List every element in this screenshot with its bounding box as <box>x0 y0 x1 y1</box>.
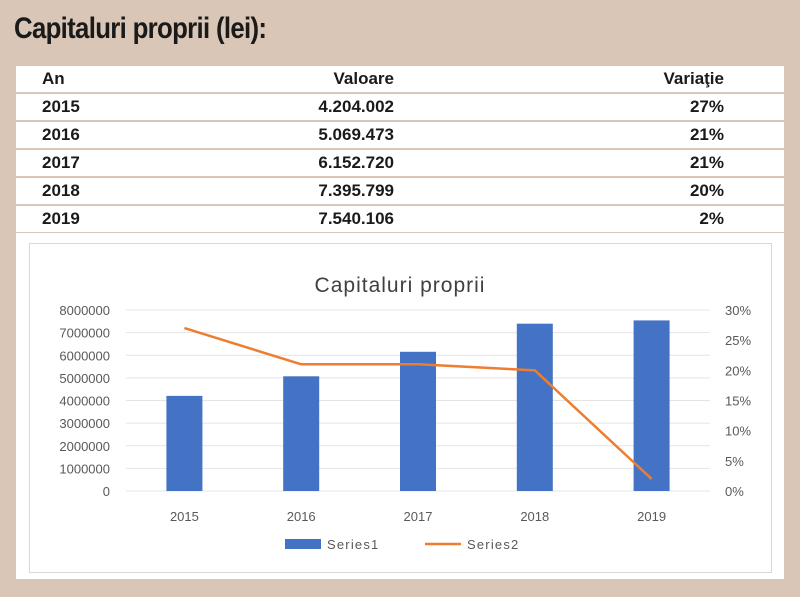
table-row: 2019 7.540.106 2% <box>16 206 784 232</box>
left-axis-tick-label: 6000000 <box>59 348 110 363</box>
cell-value: 7.395.799 <box>318 181 394 200</box>
bar <box>516 323 553 491</box>
cell-variation: 2% <box>699 209 724 228</box>
x-axis-tick-label: 2016 <box>287 509 316 524</box>
table-row: 2015 4.204.002 27% <box>16 94 784 120</box>
column-header-year: An <box>42 69 65 88</box>
cell-year: 2018 <box>42 181 80 200</box>
left-axis-tick-label: 4000000 <box>59 394 110 409</box>
left-axis-tick-label: 1000000 <box>59 461 110 476</box>
right-axis-tick-label: 25% <box>725 333 751 348</box>
right-axis-tick-label: 20% <box>725 363 751 378</box>
legend-swatch-bar <box>285 539 321 549</box>
right-axis-tick-label: 10% <box>725 424 751 439</box>
left-axis-tick-label: 3000000 <box>59 416 110 431</box>
cell-year: 2017 <box>42 153 80 172</box>
bar <box>400 351 436 491</box>
right-axis-ticks: 0% 5% 10% 15% 20% 25% 30% <box>725 303 751 499</box>
table-row: 2018 7.395.799 20% <box>16 178 784 204</box>
legend-label: Series2 <box>467 537 519 552</box>
cell-variation: 20% <box>689 181 724 200</box>
chart-frame: Capitaluri proprii 0 1000000 2000000 300000… <box>29 243 772 573</box>
right-axis-tick-label: 30% <box>725 303 751 318</box>
cell-variation: 21% <box>689 125 724 144</box>
table-row: 2017 6.152.720 21% <box>16 150 784 176</box>
right-axis-tick-label: 0% <box>725 484 744 499</box>
cell-value: 6.152.720 <box>318 153 394 172</box>
right-axis-tick-label: 15% <box>725 394 751 409</box>
bar <box>283 376 320 491</box>
left-axis-tick-label: 8000000 <box>59 303 110 318</box>
left-axis-tick-label: 5000000 <box>59 371 110 386</box>
left-axis-tick-label: 2000000 <box>59 439 110 454</box>
left-axis-ticks: 0 1000000 2000000 3000000 4000000 5000000 6000… <box>59 303 110 499</box>
x-axis-tick-label: 2015 <box>170 509 199 524</box>
chart-panel: Capitaluri proprii 0 1000000 2000000 300000… <box>16 233 784 579</box>
bar <box>166 395 203 491</box>
equity-table: An Valoare Variaţie 2015 4.204.002 27% 2… <box>16 66 784 234</box>
cell-variation: 27% <box>689 97 724 116</box>
cell-year: 2016 <box>42 125 80 144</box>
chart-title: Capitaluri proprii <box>315 274 486 297</box>
page-title: Capitaluri proprii (lei): <box>14 12 267 45</box>
left-axis-tick-label: 0 <box>103 484 110 499</box>
x-axis-tick-label: 2018 <box>520 509 549 524</box>
left-axis-tick-label: 7000000 <box>59 326 110 341</box>
combo-chart: Capitaluri proprii 0 1000000 2000000 300000… <box>59 274 751 552</box>
series-line <box>184 326 653 480</box>
column-header-value: Valoare <box>333 69 395 88</box>
line-series <box>184 326 653 480</box>
cell-value: 5.069.473 <box>318 125 394 144</box>
cell-year: 2015 <box>42 97 80 116</box>
x-axis-ticks: 2015 2016 2017 2018 2019 <box>170 509 666 524</box>
table-row: 2016 5.069.473 21% <box>16 122 784 148</box>
cell-value: 4.204.002 <box>318 97 394 116</box>
legend-label: Series1 <box>327 537 379 552</box>
x-axis-tick-label: 2017 <box>404 509 433 524</box>
bar <box>633 320 670 491</box>
cell-variation: 21% <box>689 153 724 172</box>
cell-value: 7.540.106 <box>318 209 394 228</box>
column-header-variation: Variaţie <box>663 69 725 88</box>
x-axis-tick-label: 2019 <box>637 509 666 524</box>
table-header-row: An Valoare Variaţie <box>16 66 784 92</box>
bar-series <box>166 320 670 491</box>
cell-year: 2019 <box>42 209 80 228</box>
chart-legend: Series1 Series2 <box>285 537 519 552</box>
right-axis-tick-label: 5% <box>725 454 744 469</box>
